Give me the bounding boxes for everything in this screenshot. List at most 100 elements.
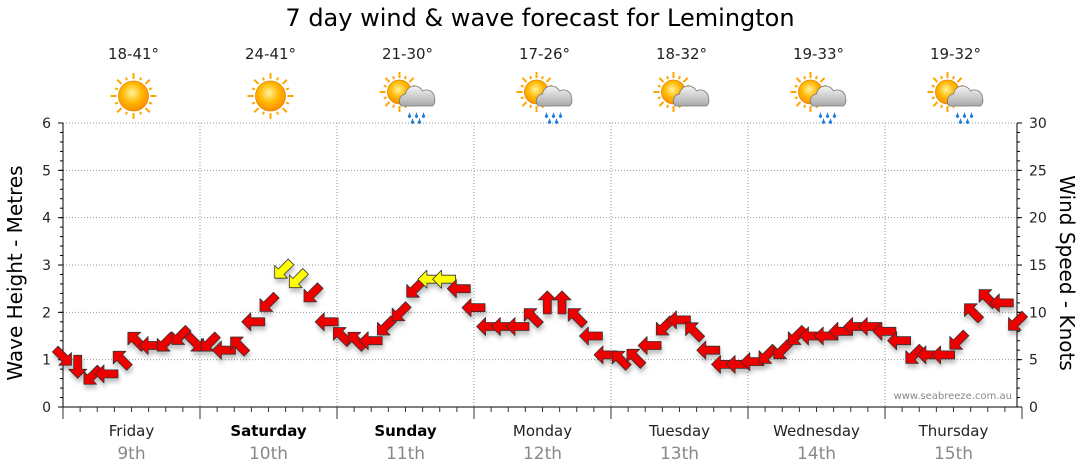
sun-ray xyxy=(803,75,807,80)
day-date: 14th xyxy=(797,444,836,464)
sun-icon xyxy=(110,73,157,119)
left-tick-label: 1 xyxy=(42,353,51,369)
wind-arrow xyxy=(171,324,192,345)
temperature-range: 19-32° xyxy=(930,45,981,63)
raindrop xyxy=(969,112,974,118)
right-tick-label: 15 xyxy=(1029,258,1047,274)
wind-arrow xyxy=(288,268,309,289)
sun-ray xyxy=(124,77,128,81)
right-axis-title: Wind Speed - Knots xyxy=(1055,175,1079,371)
wind-arrow xyxy=(505,317,530,336)
sun-ray xyxy=(384,77,391,83)
sun-ray xyxy=(144,107,151,113)
wind-arrow xyxy=(200,331,221,352)
wind-arrow xyxy=(358,331,383,351)
temperature-range: 18-32° xyxy=(656,45,707,63)
wind-arrow xyxy=(68,354,88,379)
sun-ray xyxy=(520,84,524,88)
sun-ray xyxy=(529,104,533,109)
sun-ray xyxy=(281,107,288,113)
sun-ray xyxy=(794,84,798,88)
wind-arrow xyxy=(685,322,706,343)
sun-cloud-icon xyxy=(653,72,710,112)
day-date: 12th xyxy=(523,444,562,464)
sun-ray xyxy=(956,77,963,83)
sun-ray xyxy=(253,79,260,85)
raindrop xyxy=(832,112,837,118)
wind-arrow xyxy=(303,282,324,303)
sun-ray xyxy=(795,101,802,107)
sun-ray xyxy=(657,84,661,88)
sun-ray xyxy=(682,77,689,83)
raindrop xyxy=(417,118,422,124)
left-tick-label: 6 xyxy=(42,116,51,132)
temperature-range: 17-26° xyxy=(519,45,570,63)
cloud-shape xyxy=(398,85,436,107)
sun-ray xyxy=(931,84,935,88)
sun-ray xyxy=(657,96,661,100)
raindrop xyxy=(558,112,563,118)
wind-arrow xyxy=(314,312,339,332)
axis-layer: 0 1 2 3 4 5 6 0 5 10 15 20 25 30 Wave Height - Metres W… xyxy=(3,116,1079,419)
left-tick-label: 5 xyxy=(42,163,51,179)
sun-ray xyxy=(148,87,153,91)
grid-layer xyxy=(63,122,1017,407)
wind-arrows xyxy=(51,258,1029,385)
day-date: 9th xyxy=(117,444,145,464)
left-tick-label: 0 xyxy=(42,400,51,416)
right-tick-label: 0 xyxy=(1029,400,1038,416)
sun-ray xyxy=(261,77,265,81)
left-tick-label: 3 xyxy=(42,258,51,274)
day-name: Saturday xyxy=(230,422,307,440)
watermark: www.seabreeze.com.au xyxy=(894,391,1012,402)
wind-arrow xyxy=(905,343,926,364)
wind-arrow xyxy=(787,324,808,345)
sun-ray xyxy=(521,101,528,107)
day-name: Friday xyxy=(109,422,155,440)
sun-ray xyxy=(139,77,143,81)
sun-ray xyxy=(795,77,802,83)
wind-arrow xyxy=(230,336,251,357)
sun-ray xyxy=(285,87,290,91)
sun-ray xyxy=(814,75,818,80)
raindrop xyxy=(414,112,419,118)
raindrop xyxy=(421,112,426,118)
wind-arrow xyxy=(931,345,955,365)
sun-ray xyxy=(819,77,826,83)
cloud-shape xyxy=(809,85,847,107)
wind-arrow xyxy=(184,331,204,352)
sun-ray xyxy=(383,96,387,100)
cloud-shape xyxy=(946,85,984,107)
day-date: 10th xyxy=(249,444,288,464)
sun-ray xyxy=(794,96,798,100)
day-labels: Friday 9th Saturday 10th Sunday 11th Monday 12t… xyxy=(109,422,989,464)
wind-arrow xyxy=(51,345,72,366)
raindrop xyxy=(825,112,830,118)
raindrop xyxy=(818,112,823,118)
wind-arrow xyxy=(94,364,119,384)
raindrop xyxy=(547,118,552,124)
wind-arrow xyxy=(523,308,544,329)
sun-ray xyxy=(940,104,944,109)
raindrop xyxy=(544,112,549,118)
wind-arrow xyxy=(872,321,897,341)
wind-arrow xyxy=(626,348,647,369)
wind-arrow xyxy=(83,364,104,385)
sun-ray xyxy=(408,77,415,83)
raindrop xyxy=(554,118,559,124)
sun-ray xyxy=(251,101,256,105)
sun-ray xyxy=(261,111,265,115)
right-tick-label: 30 xyxy=(1029,116,1047,132)
sun-ray xyxy=(666,104,670,109)
sun-ray xyxy=(803,104,807,109)
day-date: 15th xyxy=(934,444,973,464)
temperature-range: 24-41° xyxy=(245,45,296,63)
wind-arrow xyxy=(637,336,662,355)
wind-arrow xyxy=(611,350,632,371)
right-tick-label: 10 xyxy=(1029,305,1047,321)
wind-arrow xyxy=(667,310,691,330)
sun-ray xyxy=(658,77,665,83)
day-date: 13th xyxy=(660,444,699,464)
wind-arrow xyxy=(112,350,133,371)
